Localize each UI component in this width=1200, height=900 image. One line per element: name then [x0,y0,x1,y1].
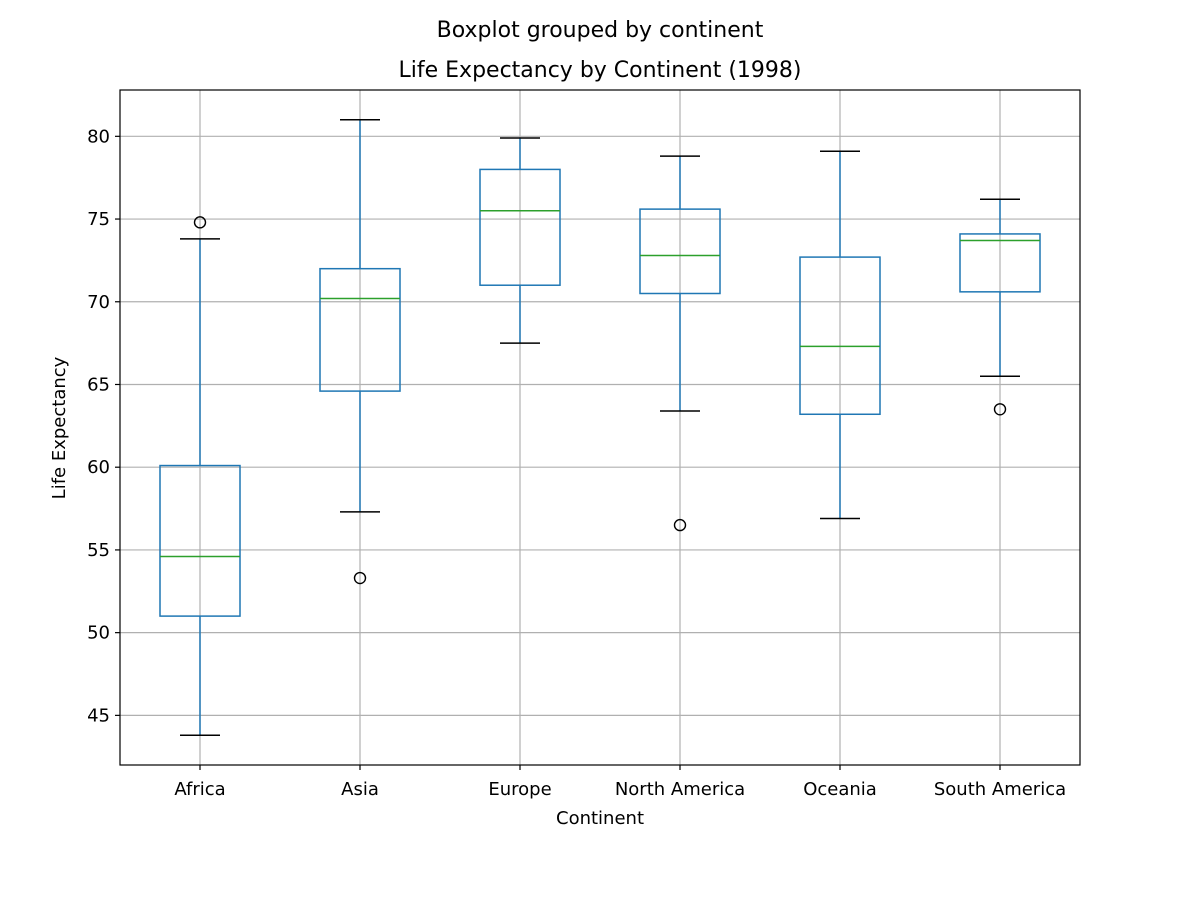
outlier-point-africa-0 [193,216,207,229]
x-tick-label-south-america: South America [934,779,1066,800]
box-group-europe [479,137,561,344]
iqr-box-north-america [639,208,721,295]
box-group-oceania [799,150,881,520]
iqr-box-oceania [799,256,881,416]
y-tick-label-75: 75 [87,209,110,230]
y-tick-label-50: 50 [87,623,110,644]
iqr-box-africa [159,464,241,617]
box-group-south-america [959,198,1041,416]
y-tick-label-60: 60 [87,457,110,478]
box-group-north-america [639,155,721,532]
figure-suptitle: Boxplot grouped by continent [437,18,764,43]
iqr-box-south-america [959,233,1041,293]
x-tick-label-africa: Africa [174,779,225,800]
chart-title: Life Expectancy by Continent (1998) [399,58,802,83]
boxes [159,119,1041,736]
y-tick-label-65: 65 [87,374,110,395]
x-tick-label-europe: Europe [488,779,551,800]
x-tick-label-oceania: Oceania [803,779,877,800]
y-tick-label-55: 55 [87,540,110,561]
box-group-asia [319,119,401,585]
axes-frame [119,89,1081,766]
iqr-box-asia [319,267,401,392]
ticks: 45 50 55 60 65 70 75 80 Africa Asia Europe North Am… [87,126,1066,800]
y-tick-label-80: 80 [87,126,110,147]
gridlines [120,90,1080,765]
outlier-point-south-america-0 [993,403,1007,416]
x-axis-label: Continent [556,808,644,829]
outlier-point-asia-0 [353,571,367,585]
outlier-point-north-america-0 [673,518,687,532]
y-axis-label: Life Expectancy [49,356,70,499]
x-tick-label-asia: Asia [341,779,379,800]
y-tick-label-45: 45 [87,705,110,726]
x-tick-label-north-america: North America [615,779,745,800]
iqr-box-europe [479,168,561,286]
y-tick-label-70: 70 [87,292,110,313]
box-group-africa [159,216,241,736]
